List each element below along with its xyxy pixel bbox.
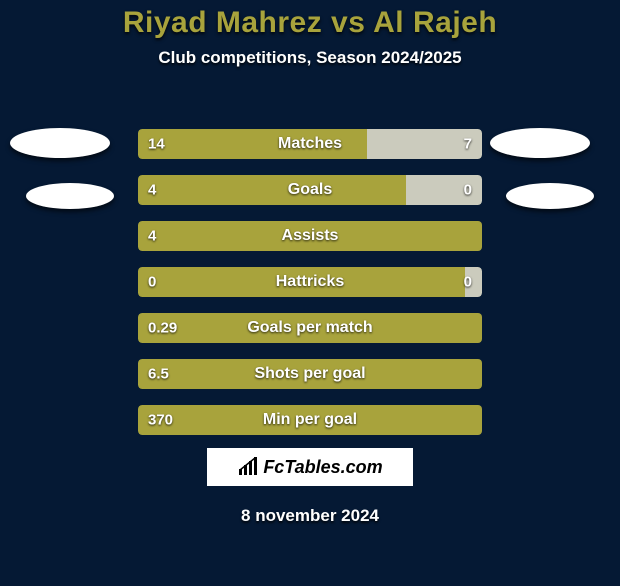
stat-row: 4Assists	[138, 221, 482, 251]
stat-label: Shots per goal	[138, 365, 482, 383]
stat-row: 40Goals	[138, 175, 482, 205]
stat-label: Min per goal	[138, 411, 482, 429]
stat-row: 370Min per goal	[138, 405, 482, 435]
stat-row: 6.5Shots per goal	[138, 359, 482, 389]
stat-label: Assists	[138, 227, 482, 245]
stat-label: Hattricks	[138, 273, 482, 291]
decorative-ellipse	[490, 128, 590, 158]
decorative-ellipse	[26, 183, 114, 209]
stat-label: Matches	[138, 135, 482, 153]
snapshot-date: 8 november 2024	[0, 506, 620, 526]
stat-label: Goals per match	[138, 319, 482, 337]
fctables-logo-text: FcTables.com	[263, 457, 382, 478]
stat-label: Goals	[138, 181, 482, 199]
stat-row: 00Hattricks	[138, 267, 482, 297]
fctables-logo: FcTables.com	[207, 448, 413, 486]
comparison-title: Riyad Mahrez vs Al Rajeh	[0, 6, 620, 40]
stat-row: 147Matches	[138, 129, 482, 159]
stat-rows: 147Matches 40Goals 4Assists 00Hattricks 0.29…	[138, 129, 482, 451]
decorative-ellipse	[506, 183, 594, 209]
stat-row: 0.29Goals per match	[138, 313, 482, 343]
comparison-subtitle: Club competitions, Season 2024/2025	[0, 48, 620, 68]
chart-icon	[237, 457, 259, 477]
decorative-ellipse	[10, 128, 110, 158]
